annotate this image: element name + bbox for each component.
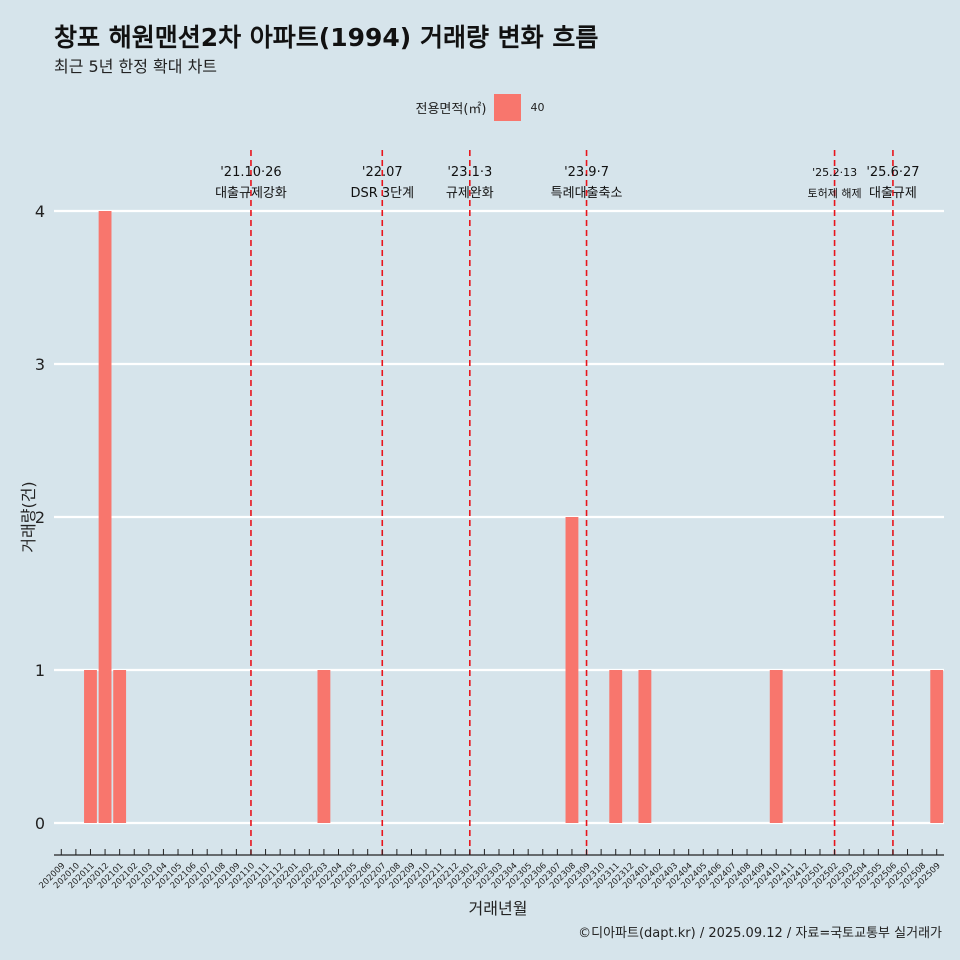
bar-202311 [609,670,623,823]
legend: 전용면적(㎡) 40 [0,93,960,121]
bar-202011 [84,670,97,823]
chart-title: 창포 해원맨션2차 아파트(1994) 거래량 변화 흐름 [54,23,599,52]
event-name-label: 규제완화 [446,186,494,201]
event-name-label: DSR 3단계 [350,186,414,201]
bar-202509 [930,670,944,823]
y-tick-label: 1 [35,661,45,680]
bar-202101 [113,670,127,823]
bar-202012 [98,211,112,823]
x-axis: 2020092020102020112020122021012021022021… [37,849,944,891]
bar-202401 [638,670,652,823]
bars [84,211,944,823]
gridlines [54,209,944,825]
event-name-label: 대출규제 [869,186,917,201]
y-tick-label: 2 [35,508,45,527]
event-name-label: 대출규제강화 [215,186,287,201]
event-annotations: '21.10·26 대출규제강화 '22.07 DSR 3단계 '23.1·3 규제완화 '… [215,165,919,201]
chart-subtitle: 최근 5년 한정 확대 차트 [54,57,218,76]
y-axis-label: 거래량(건) [19,481,38,552]
legend-label: 40 [530,100,545,114]
bar-202308 [565,517,579,823]
event-name-label: 토허제 해제 [808,186,862,200]
y-tick-label: 0 [35,814,45,833]
bar-202203 [317,670,331,823]
event-date-label: '21.10·26 [220,165,281,180]
event-date-label: '23.1·3 [447,165,492,180]
bar-202410 [769,670,783,823]
source-caption: ©디아파트(dapt.kr) / 2025.09.12 / 자료=국토교통부 실… [578,926,942,941]
event-date-label: '25.6·27 [866,165,919,180]
legend-title: 전용면적(㎡) [415,101,487,117]
event-name-label: 특례대출축소 [551,186,623,201]
event-date-label: '23.9·7 [564,165,609,180]
y-tick-label: 3 [35,355,45,374]
y-axis-ticks: 0 1 2 3 4 [35,202,45,833]
event-lines [250,150,894,855]
y-tick-label: 4 [35,202,45,221]
legend-key [494,93,522,121]
event-date-label: '22.07 [362,165,403,180]
event-date-label: '25.2·13 [812,166,857,179]
x-axis-label: 거래년월 [469,899,528,918]
